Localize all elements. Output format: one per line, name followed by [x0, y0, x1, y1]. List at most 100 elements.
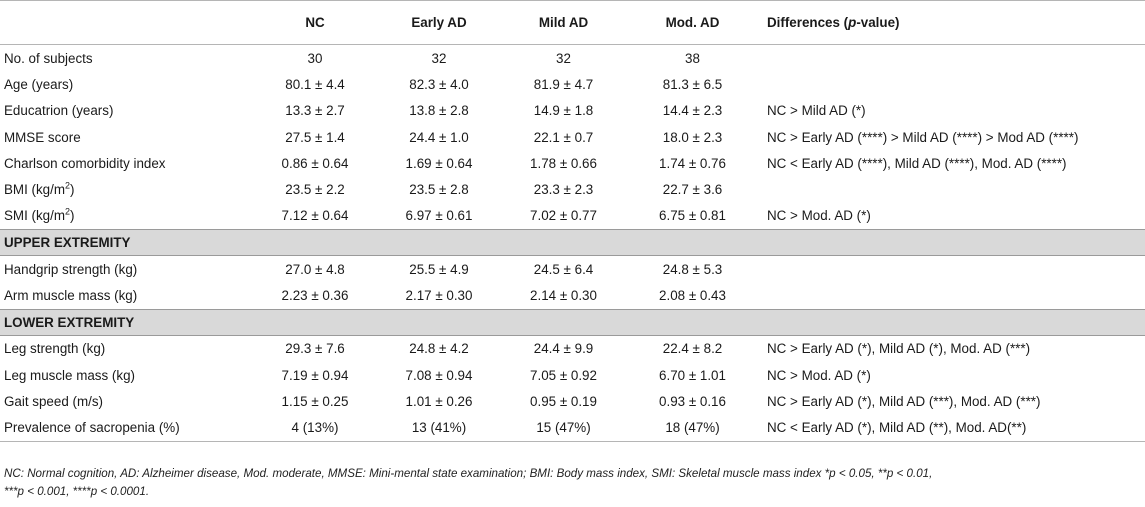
table-row: Handgrip strength (kg) 27.0 ± 4.8 25.5 ±…	[0, 256, 1145, 283]
cell-mod-ad: 18 (47%)	[626, 414, 759, 442]
cell-early-ad: 24.8 ± 4.2	[409, 341, 469, 357]
cell-mod-ad: 24.8 ± 5.3	[662, 261, 723, 277]
header-diff-post: -value)	[856, 15, 900, 30]
cell-nc: 2.23 ± 0.36	[281, 288, 349, 304]
bmi-label-post: )	[70, 182, 75, 198]
cell-mild-ad: 15 (47%)	[501, 414, 626, 442]
cell-nc: 7.12 ± 0.64	[281, 208, 349, 224]
cell-differences: NC < Early AD (****), Mild AD (****), Mo…	[767, 155, 1067, 171]
section-title-lower-extremity: LOWER EXTREMITY	[0, 308, 1145, 336]
header-label-col	[0, 0, 253, 45]
cell-differences	[759, 282, 1145, 309]
row-label: Age (years)	[4, 76, 74, 92]
cell-mod-ad: 0.93 ± 0.16	[659, 393, 726, 409]
cell-differences	[759, 45, 1145, 72]
cell-nc: 1.15 ± 0.25	[281, 393, 349, 409]
cell-mod-ad: 22.7 ± 3.6	[662, 182, 723, 198]
row-label: Leg strength (kg)	[4, 341, 106, 357]
table-row: BMI (kg/m2) 23.5 ± 2.2 23.5 ± 2.8 23.3 ±…	[0, 176, 1145, 202]
cell-differences	[759, 176, 1145, 202]
row-label-bmi: BMI (kg/m2)	[0, 176, 253, 202]
cell-nc: 23.5 ± 2.2	[285, 182, 345, 198]
header-early-ad: Early AD	[377, 0, 501, 45]
cell-mod-ad: 2.08 ± 0.43	[659, 288, 726, 304]
row-label: Charlson comorbidity index	[4, 155, 166, 171]
header-differences: Differences (p-value)	[759, 0, 1145, 45]
cell-early-ad: 6.97 ± 0.61	[405, 208, 473, 224]
cell-early-ad: 13.8 ± 2.8	[409, 103, 469, 119]
cell-differences: NC > Early AD (****) > Mild AD (****) > …	[767, 129, 1079, 145]
cell-mod-ad: 38	[685, 50, 700, 66]
row-label: MMSE score	[4, 129, 81, 145]
cell-early-ad: 82.3 ± 4.0	[409, 76, 469, 92]
cell-differences: NC > Mild AD (*)	[767, 103, 866, 119]
table-row: Prevalence of sacropenia (%) 4 (13%) 13 …	[0, 414, 1145, 442]
cell-nc: 7.19 ± 0.94	[281, 367, 349, 383]
cell-mild-ad: 7.05 ± 0.92	[530, 367, 597, 383]
cell-early-ad: 2.17 ± 0.30	[405, 288, 473, 304]
cell-mild-ad: 7.02 ± 0.77	[530, 208, 597, 224]
table-row: Educatrion (years) 13.3 ± 2.7 13.8 ± 2.8…	[0, 98, 1145, 124]
footnote-line-2: ***p < 0.001, ****p < 0.0001.	[4, 485, 150, 498]
table-row: Age (years) 80.1 ± 4.4 82.3 ± 4.0 81.9 ±…	[0, 71, 1145, 97]
cell-mod-ad: 14.4 ± 2.3	[662, 103, 723, 119]
cell-mild-ad: 0.95 ± 0.19	[530, 393, 597, 409]
smi-label-post: )	[70, 208, 75, 224]
section-title-upper-extremity: UPPER EXTREMITY	[0, 229, 1145, 257]
cell-mild-ad: 14.9 ± 1.8	[533, 103, 594, 119]
cell-mild-ad: 81.9 ± 4.7	[533, 76, 594, 92]
cell-nc: 29.3 ± 7.6	[285, 341, 345, 357]
smi-label-pre: SMI (kg/m	[4, 208, 66, 224]
cell-mild-ad: 32	[556, 50, 571, 66]
cell-nc: 80.1 ± 4.4	[285, 76, 345, 92]
cell-early-ad: 25.5 ± 4.9	[409, 261, 469, 277]
cell-early-ad: 1.69 ± 0.64	[405, 155, 473, 171]
cell-early-ad: 7.08 ± 0.94	[405, 367, 473, 383]
cell-mild-ad: 24.5 ± 6.4	[533, 261, 594, 277]
cell-early-ad: 24.4 ± 1.0	[409, 129, 469, 145]
cell-nc: 27.0 ± 4.8	[285, 261, 345, 277]
cell-mod-ad: 18.0 ± 2.3	[662, 129, 723, 145]
cell-differences: NC < Early AD (*), Mild AD (**), Mod. AD…	[759, 414, 1145, 442]
smi-label-sup: 2	[65, 206, 71, 217]
cell-mod-ad: 22.4 ± 8.2	[662, 341, 723, 357]
cell-early-ad: 32	[431, 50, 447, 66]
cell-differences: NC > Early AD (*), Mild AD (*), Mod. AD …	[767, 341, 1031, 357]
cell-early-ad: 13 (41%)	[377, 414, 501, 442]
cell-nc: 13.3 ± 2.7	[285, 103, 345, 119]
table-row: Charlson comorbidity index 0.86 ± 0.64 1…	[0, 150, 1145, 176]
cell-mild-ad: 24.4 ± 9.9	[533, 341, 594, 357]
cell-mod-ad: 81.3 ± 6.5	[662, 76, 723, 92]
row-label: Educatrion (years)	[4, 103, 114, 119]
bmi-label-sup: 2	[65, 180, 71, 191]
section-row-lower: LOWER EXTREMITY	[0, 308, 1145, 336]
header-row: NC Early AD Mild AD Mod. AD Differences …	[0, 0, 1145, 45]
cell-mod-ad: 1.74 ± 0.76	[659, 155, 726, 171]
footnote-line-1: NC: Normal cognition, AD: Alzheimer dise…	[4, 467, 933, 480]
cell-differences: NC > Mod. AD (*)	[767, 208, 871, 224]
cell-differences: NC > Mod. AD (*)	[767, 367, 871, 383]
table-row: Arm muscle mass (kg) 2.23 ± 0.36 2.17 ± …	[0, 282, 1145, 309]
data-table: NC Early AD Mild AD Mod. AD Differences …	[0, 0, 1145, 442]
table-row: Leg strength (kg) 29.3 ± 7.6 24.8 ± 4.2 …	[0, 335, 1145, 362]
cell-nc: 30	[307, 50, 323, 66]
table-footnote: NC: Normal cognition, AD: Alzheimer dise…	[4, 465, 1139, 501]
cell-differences: NC > Early AD (*), Mild AD (***), Mod. A…	[767, 393, 1041, 409]
header-mod-ad: Mod. AD	[626, 0, 759, 45]
data-table-container: NC Early AD Mild AD Mod. AD Differences …	[0, 0, 1145, 442]
row-label: Leg muscle mass (kg)	[4, 367, 135, 383]
header-diff-p: p	[848, 15, 857, 30]
cell-mild-ad: 23.3 ± 2.3	[533, 182, 594, 198]
cell-mod-ad: 6.70 ± 1.01	[659, 367, 726, 383]
cell-mild-ad: 1.78 ± 0.66	[530, 155, 597, 171]
cell-nc: 27.5 ± 1.4	[285, 129, 345, 145]
header-mild-ad: Mild AD	[501, 0, 626, 45]
row-label: No. of subjects	[4, 50, 93, 66]
row-label: Prevalence of sacropenia (%)	[0, 414, 253, 442]
table-row: Gait speed (m/s) 1.15 ± 0.25 1.01 ± 0.26…	[0, 388, 1145, 414]
header-diff-pre: Differences (	[767, 15, 849, 30]
cell-differences	[759, 256, 1145, 283]
cell-differences	[759, 71, 1145, 97]
table-row: No. of subjects 30 32 32 38	[0, 45, 1145, 72]
table-row: SMI (kg/m2) 7.12 ± 0.64 6.97 ± 0.61 7.02…	[0, 203, 1145, 230]
